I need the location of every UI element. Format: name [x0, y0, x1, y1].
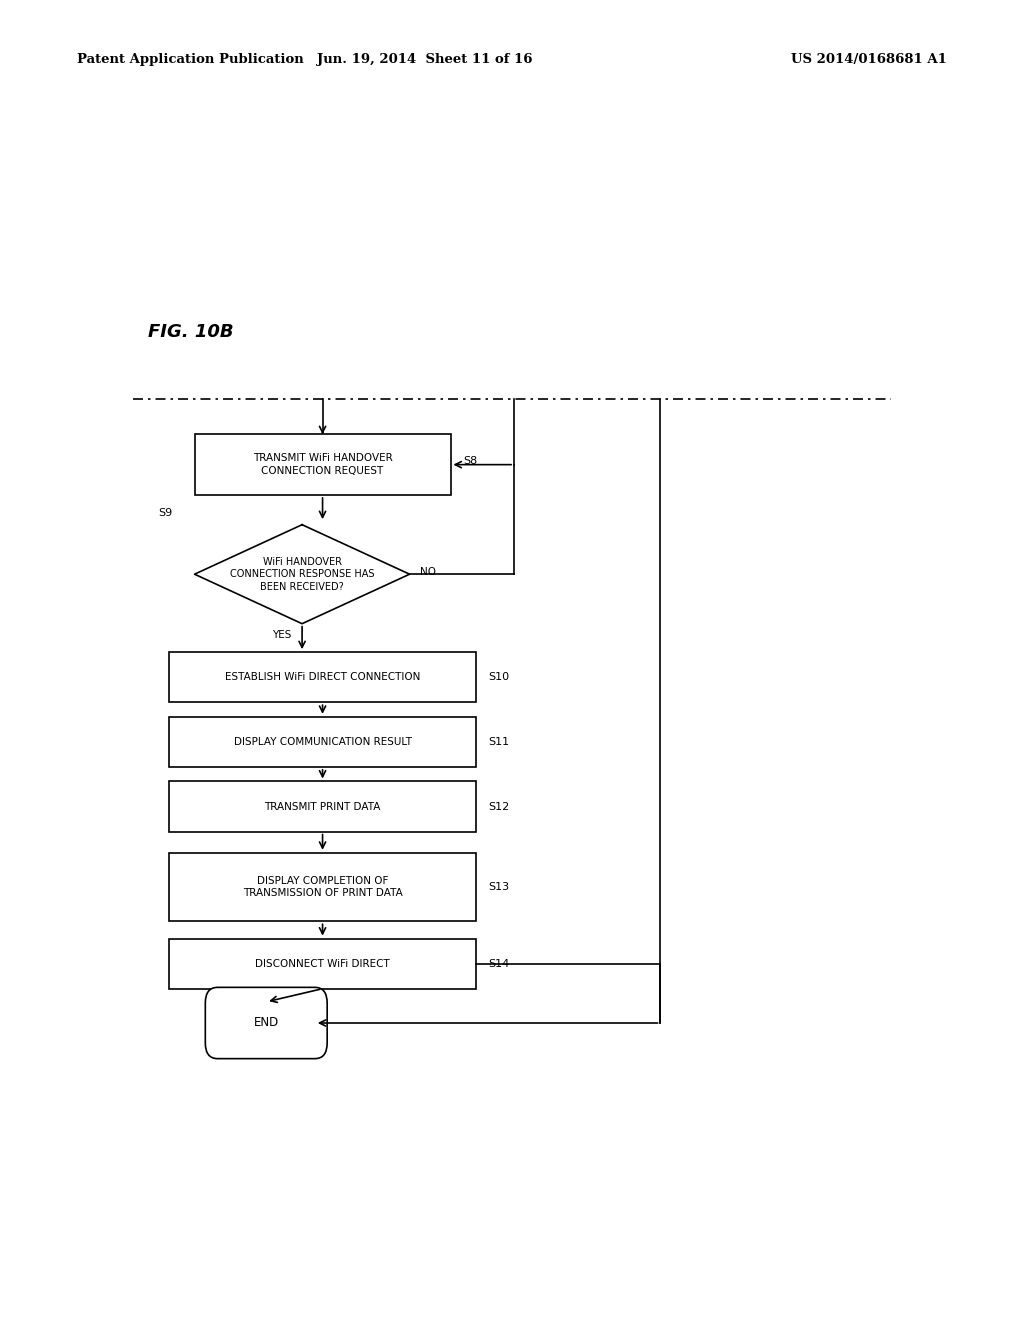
FancyBboxPatch shape	[169, 781, 476, 832]
FancyBboxPatch shape	[169, 939, 476, 989]
FancyBboxPatch shape	[205, 987, 328, 1059]
Text: DISCONNECT WiFi DIRECT: DISCONNECT WiFi DIRECT	[255, 958, 390, 969]
Polygon shape	[195, 525, 410, 624]
Text: DISPLAY COMPLETION OF
TRANSMISSION OF PRINT DATA: DISPLAY COMPLETION OF TRANSMISSION OF PR…	[243, 876, 402, 898]
Text: NO: NO	[420, 566, 436, 577]
Text: DISPLAY COMMUNICATION RESULT: DISPLAY COMMUNICATION RESULT	[233, 737, 412, 747]
Text: FIG. 10B: FIG. 10B	[148, 322, 234, 341]
Text: ESTABLISH WiFi DIRECT CONNECTION: ESTABLISH WiFi DIRECT CONNECTION	[225, 672, 420, 682]
Text: YES: YES	[272, 631, 291, 640]
Text: TRANSMIT WiFi HANDOVER
CONNECTION REQUEST: TRANSMIT WiFi HANDOVER CONNECTION REQUES…	[253, 454, 392, 475]
Text: S9: S9	[158, 508, 172, 519]
FancyBboxPatch shape	[195, 434, 451, 495]
FancyBboxPatch shape	[169, 717, 476, 767]
Text: Jun. 19, 2014  Sheet 11 of 16: Jun. 19, 2014 Sheet 11 of 16	[317, 53, 532, 66]
Text: WiFi HANDOVER
CONNECTION RESPONSE HAS
BEEN RECEIVED?: WiFi HANDOVER CONNECTION RESPONSE HAS BE…	[229, 557, 375, 591]
Text: S8: S8	[463, 455, 477, 466]
Text: Patent Application Publication: Patent Application Publication	[77, 53, 303, 66]
FancyBboxPatch shape	[169, 652, 476, 702]
Text: S11: S11	[488, 737, 510, 747]
Text: S14: S14	[488, 958, 510, 969]
Text: END: END	[254, 1016, 279, 1030]
Text: S10: S10	[488, 672, 510, 682]
Text: US 2014/0168681 A1: US 2014/0168681 A1	[792, 53, 947, 66]
FancyBboxPatch shape	[169, 853, 476, 921]
Text: S13: S13	[488, 882, 510, 892]
Text: S12: S12	[488, 801, 510, 812]
Text: TRANSMIT PRINT DATA: TRANSMIT PRINT DATA	[264, 801, 381, 812]
